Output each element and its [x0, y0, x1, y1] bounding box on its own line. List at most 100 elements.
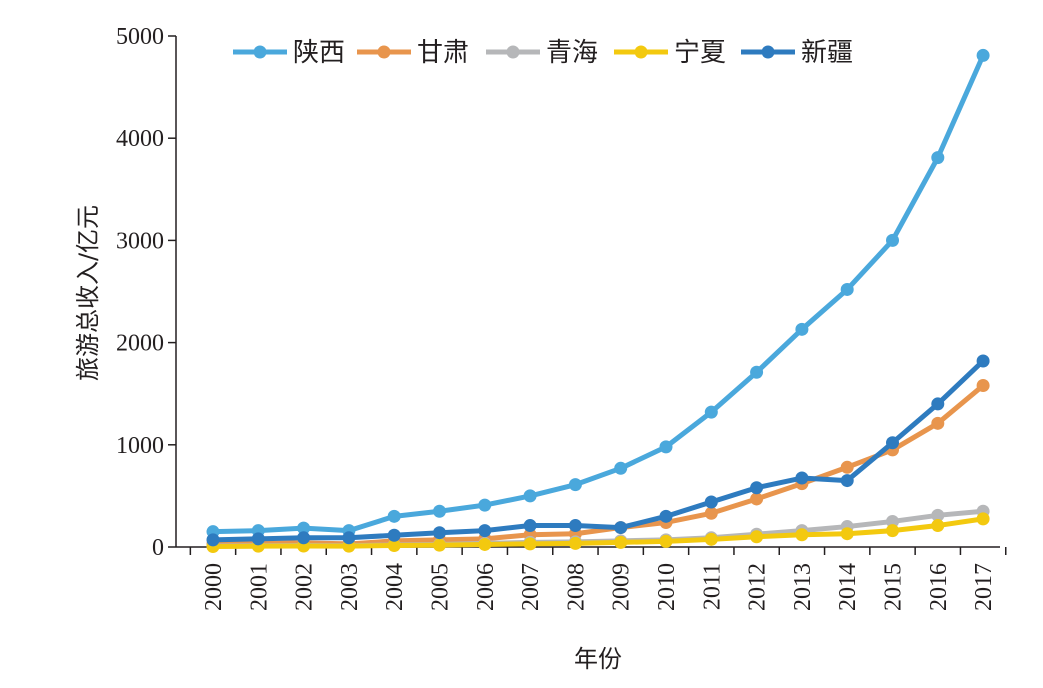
data-point: [795, 528, 809, 542]
series-line: [210, 358, 986, 543]
x-tick-label: 2009: [609, 563, 635, 611]
data-point: [840, 282, 854, 296]
axes: [175, 36, 1000, 548]
data-point: [478, 537, 492, 551]
data-point: [523, 537, 537, 551]
data-point: [704, 495, 718, 509]
x-tick-label: 2010: [654, 563, 680, 611]
x-tick-label: 2017: [971, 563, 997, 611]
data-point: [750, 492, 764, 506]
data-point: [523, 519, 537, 533]
data-point: [750, 365, 764, 379]
data-point: [704, 405, 718, 419]
x-tick-label: 2000: [201, 563, 227, 611]
data-point: [976, 48, 990, 62]
y-tick-label: 4000: [116, 126, 164, 152]
data-point: [614, 521, 628, 535]
legend-item: 新疆: [741, 38, 853, 68]
data-point: [976, 512, 990, 526]
data-point: [523, 489, 537, 503]
y-axis-ticks: 0 1000 2000 3000 4000 5000: [116, 24, 176, 561]
x-tick-label: 2002: [292, 563, 318, 611]
legend-label: 甘肃: [417, 38, 469, 68]
x-axis-ticks: 2000 2001 2002 2003 2004 2005 2006 2007 2008 2009…: [189, 547, 1007, 611]
data-point: [704, 506, 718, 520]
x-tick-label: 2001: [246, 563, 272, 611]
data-point: [297, 531, 311, 545]
x-tick-label: 2007: [518, 563, 544, 611]
data-point: [478, 524, 492, 538]
x-tick-label: 2006: [473, 563, 499, 611]
data-point: [659, 534, 673, 548]
data-point: [886, 524, 899, 538]
legend-swatch-marker: [761, 45, 775, 59]
x-tick-label: 2008: [563, 563, 589, 611]
data-point: [478, 498, 492, 512]
data-point: [568, 519, 582, 533]
data-point: [840, 527, 854, 541]
data-point: [886, 514, 899, 528]
x-axis-title: 年份: [574, 645, 622, 673]
data-point: [795, 471, 809, 485]
x-tick-label: 2012: [745, 563, 771, 611]
data-point: [387, 509, 401, 523]
legend-swatch-marker: [506, 45, 520, 59]
data-point: [433, 526, 446, 540]
legend-label: 宁夏: [674, 38, 726, 68]
x-tick-label: 2004: [382, 563, 408, 611]
series-line: [210, 516, 986, 549]
data-point: [568, 536, 582, 550]
data-point: [568, 478, 582, 492]
y-tick-label: 2000: [116, 331, 164, 357]
x-tick-label: 2015: [881, 563, 907, 611]
legend-swatch-marker: [634, 45, 648, 59]
data-point: [206, 533, 220, 547]
data-point: [976, 354, 990, 368]
data-point: [433, 504, 446, 518]
data-point: [387, 528, 401, 542]
data-point: [795, 322, 809, 336]
y-tick-label: 5000: [116, 24, 164, 50]
legend-swatch-marker: [253, 45, 267, 59]
data-point: [886, 233, 899, 247]
x-tick-label: 2003: [337, 563, 363, 611]
data-point: [251, 532, 265, 546]
data-point: [886, 436, 899, 450]
data-point: [342, 531, 356, 545]
data-point: [931, 508, 945, 522]
x-tick-label: 2005: [428, 563, 454, 611]
data-point: [931, 416, 945, 430]
data-point: [297, 521, 311, 535]
y-tick-label: 3000: [116, 228, 164, 254]
data-point: [840, 460, 854, 474]
x-tick-label: 2014: [835, 563, 861, 611]
y-tick-label: 0: [152, 535, 164, 561]
data-point: [659, 440, 673, 454]
y-axis-title: 旅游总收入/亿元: [74, 205, 102, 381]
y-tick-label: 1000: [116, 433, 164, 459]
legend: 陕西 甘肃 青海 宁夏 新疆: [233, 38, 853, 68]
legend-label: 陕西: [293, 38, 345, 68]
legend-swatch-marker: [377, 45, 391, 59]
data-point: [931, 397, 945, 411]
data-point: [433, 538, 446, 552]
data-point: [659, 509, 673, 523]
data-point: [750, 530, 764, 544]
x-tick-label: 2013: [790, 563, 816, 611]
data-point: [614, 535, 628, 549]
x-tick-label: 2011: [699, 563, 725, 610]
data-point: [976, 379, 990, 393]
legend-item: 陕西: [233, 38, 345, 68]
series-陕西: [206, 48, 990, 539]
data-point: [387, 538, 401, 552]
data-point: [931, 151, 945, 165]
legend-item: 宁夏: [614, 38, 726, 68]
data-point: [840, 474, 854, 488]
series-line: [210, 52, 986, 535]
legend-label: 新疆: [801, 38, 853, 68]
legend-item: 青海: [486, 38, 598, 68]
series-layer: [206, 48, 990, 553]
data-point: [614, 461, 628, 475]
legend-label: 青海: [546, 38, 598, 68]
